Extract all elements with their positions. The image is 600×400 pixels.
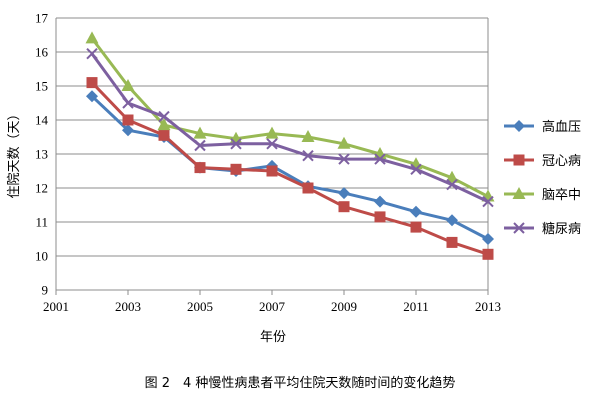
legend-item: 糖尿病 [504,221,581,237]
data-point-diamond [446,214,458,227]
data-point-triangle [337,136,351,149]
legend-label: 脑卒中 [542,188,581,203]
data-point-x-stroke [374,153,386,165]
data-point-x-stroke [86,47,98,60]
series-lines [85,31,495,260]
data-point-triangle [85,31,99,44]
data-point-x [482,195,494,208]
axes: 9 10 11 12 13 14 15 16 17 2001 2003 2005 2007 2009 201… [35,11,501,315]
legend-item: 冠心病 [504,154,581,169]
data-point-triangle [157,118,171,131]
x-tick-label: 2011 [403,299,429,314]
x-tick-label: 2013 [475,299,501,314]
grid-lines [56,17,488,291]
data-point-x-stroke [410,163,422,176]
data-point-triangle [121,79,135,91]
figure-caption: 图 2 4 种慢性病患者平均住院天数随时间的变化趋势 [144,376,456,391]
data-point-x [122,97,134,109]
data-point-x-stroke [158,110,170,123]
y-tick-label: 9 [42,283,49,298]
series-line [90,95,489,241]
data-point-square [86,77,98,89]
series-4 [86,47,494,208]
data-point-square [446,236,458,248]
data-point-x-stroke [122,97,134,109]
data-point-x-stroke [513,222,525,234]
data-point-x-stroke [482,195,494,208]
data-point-x [374,153,386,165]
y-tick-label: 13 [35,147,48,162]
x-tick-label: 2009 [331,299,357,314]
data-point-diamond [86,90,98,103]
data-point-x-stroke [266,138,278,150]
data-point-x [513,222,525,234]
data-point-triangle [265,126,279,139]
data-point-square [158,129,170,141]
data-point-x [266,138,278,150]
x-tick-label: 2001 [43,299,69,314]
data-point-triangle [193,126,207,139]
data-point-square [374,211,386,223]
y-tick-label: 10 [35,249,48,264]
data-point-square [410,221,422,233]
data-point-square [122,114,134,126]
data-point-x-stroke [338,153,350,165]
data-point-x [194,139,206,152]
series-2 [86,77,494,260]
series-line [90,37,489,198]
y-tick-label: 14 [35,113,49,128]
data-point-diamond [338,187,350,200]
data-point-square [230,163,242,175]
series-line [90,81,489,256]
data-point-x [302,149,314,162]
data-point-square [194,162,206,174]
y-tick-label: 12 [35,181,48,196]
y-tick-label: 16 [35,45,49,60]
data-point-x [410,163,422,176]
data-point-square [266,165,278,177]
x-axis-title: 年份 [260,330,286,345]
data-point-diamond [374,195,386,208]
data-point-x-stroke [194,139,206,152]
data-point-diamond [410,205,422,218]
y-tick-label: 15 [35,79,48,94]
data-point-x-stroke [230,138,242,150]
data-point-x [86,47,98,60]
data-point-square [302,182,314,194]
data-point-square [482,248,494,260]
data-point-diamond [122,124,134,137]
y-tick-label: 17 [35,11,49,26]
data-point-diamond [513,120,525,132]
legend-item: 高血压 [504,119,581,135]
y-axis-title: 住院天数（天） [7,107,22,198]
x-tick-label: 2007 [259,299,286,314]
legend-label: 冠心病 [542,154,581,169]
data-point-triangle [512,187,526,199]
x-tick-label: 2005 [187,299,213,314]
x-tick-label: 2003 [115,299,141,314]
data-point-x [338,153,350,165]
line-chart: 9 10 11 12 13 14 15 16 17 2001 2003 2005 2007 2009 201… [7,11,581,346]
legend-label: 糖尿病 [542,221,581,237]
data-point-x [446,178,458,191]
y-tick-label: 11 [35,215,48,230]
data-point-triangle [301,130,315,142]
data-point-x [230,138,242,150]
series-line [90,52,489,203]
data-point-x-stroke [302,149,314,162]
data-point-x [158,110,170,123]
data-point-triangle [445,170,459,183]
legend-label: 高血压 [542,119,581,135]
data-point-x-stroke [446,178,458,191]
data-point-square [338,201,350,213]
data-point-square [513,154,525,166]
data-point-diamond [482,233,494,245]
legend-item: 脑卒中 [504,187,581,203]
